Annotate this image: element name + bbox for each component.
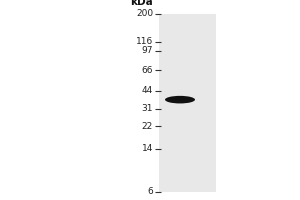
Text: 116: 116 — [136, 37, 153, 46]
Bar — [159, 14, 216, 192]
Text: 14: 14 — [142, 144, 153, 153]
Text: 66: 66 — [142, 66, 153, 75]
Text: 22: 22 — [142, 122, 153, 131]
Text: 200: 200 — [136, 9, 153, 19]
Ellipse shape — [165, 96, 195, 103]
Text: 6: 6 — [147, 188, 153, 196]
Text: 97: 97 — [142, 46, 153, 55]
Text: 44: 44 — [142, 86, 153, 95]
Text: kDa: kDa — [130, 0, 153, 7]
Text: 31: 31 — [142, 104, 153, 113]
